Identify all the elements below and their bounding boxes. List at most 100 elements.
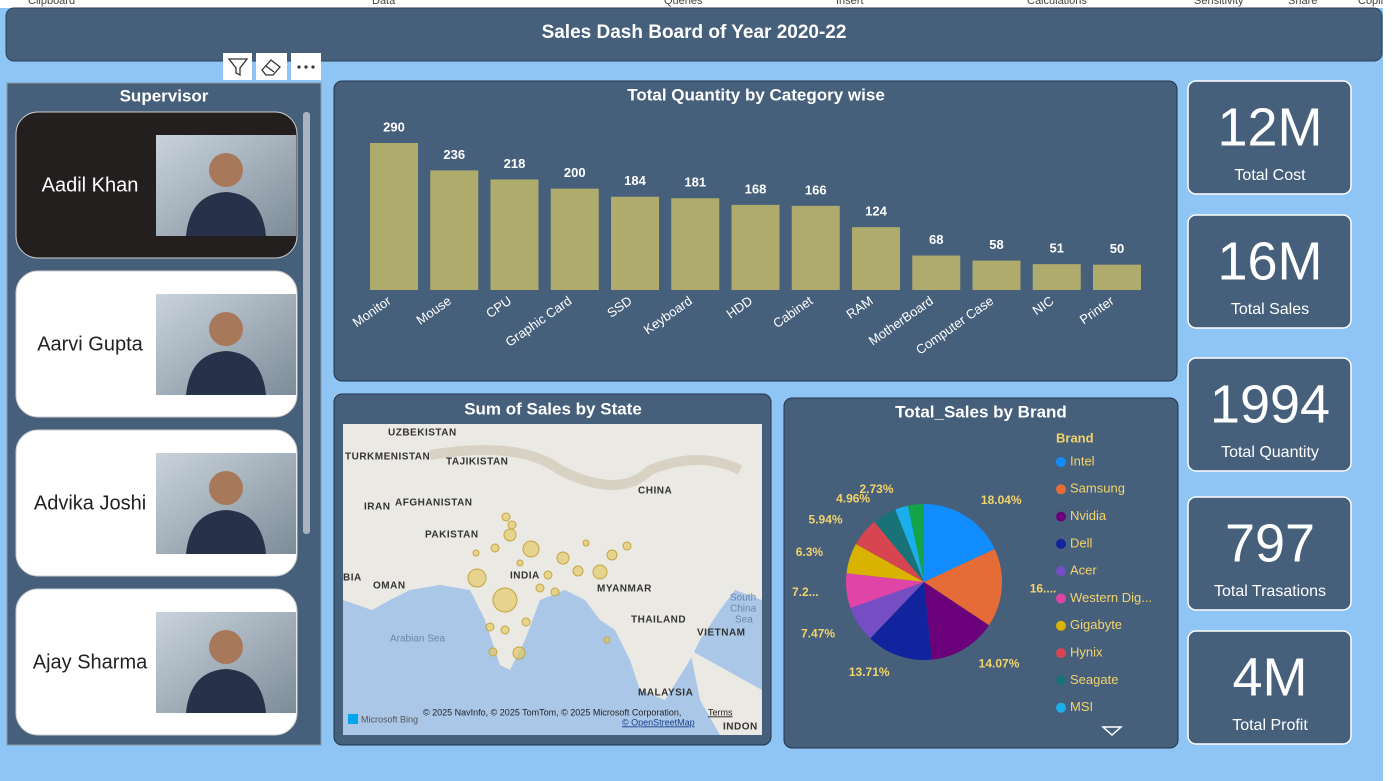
pie-slice[interactable] (908, 504, 924, 582)
header-title: Sales Dash Board of Year 2020-22 (542, 22, 847, 43)
pie-value-label: 4.96% (836, 492, 870, 506)
kpi-label: Total Trasations (1214, 583, 1326, 600)
bar-value-label: 181 (684, 175, 706, 190)
legend-marker[interactable] (1056, 484, 1066, 495)
kpi-value: 16M (1217, 231, 1322, 291)
bar (1093, 264, 1141, 290)
supervisor-card[interactable]: Advika Joshi (15, 429, 298, 577)
pie-title: Total_Sales by Brand (895, 402, 1067, 421)
legend-scroll[interactable] (1101, 726, 1123, 737)
kpi-card (1187, 496, 1352, 611)
supervisor-card[interactable]: Aarvi Gupta (15, 270, 298, 418)
photo-head (209, 153, 243, 187)
map-label: CHINA (638, 486, 672, 497)
filter-icon[interactable] (223, 53, 252, 80)
ribbon-group[interactable]: Calculations (1027, 0, 1087, 7)
scrollbar[interactable] (303, 112, 310, 534)
legend-marker[interactable] (1056, 702, 1066, 713)
map-label: Sea (735, 615, 753, 626)
map-label: PAKISTAN (425, 530, 479, 541)
legend-marker[interactable] (1056, 538, 1066, 549)
pie-slice[interactable] (850, 582, 924, 639)
photo-body (186, 351, 266, 395)
ribbon-group[interactable]: Data (372, 0, 396, 7)
bar (972, 260, 1021, 290)
bar-value-label: 68 (929, 232, 943, 247)
bar (550, 188, 599, 290)
legend-label[interactable]: Dell (1070, 535, 1093, 550)
legend-label[interactable]: Gigabyte (1070, 617, 1122, 632)
kpi-card (1187, 80, 1352, 195)
photo-head (209, 630, 243, 664)
kpi-label: Total Cost (1234, 167, 1306, 184)
legend-label[interactable]: Hynix (1070, 645, 1103, 660)
pie-slice[interactable] (846, 573, 924, 609)
kpi-value: 1994 (1210, 374, 1330, 434)
map-bing: Microsoft Bing (361, 714, 418, 724)
pie-slice[interactable] (924, 548, 1002, 626)
map-osm[interactable]: © OpenStreetMap (622, 717, 695, 727)
pie-slice[interactable] (895, 505, 924, 582)
map[interactable]: UZBEKISTAN TURKMENISTAN TAJIKISTAN AFGHA… (343, 424, 762, 735)
map-label: TURKMENISTAN (345, 452, 430, 463)
ribbon-group[interactable]: Sensitivity (1194, 0, 1244, 7)
pie-value-label: 2.73% (859, 482, 893, 496)
ribbon-group[interactable]: Share (1288, 0, 1317, 7)
pie-value-label: 16.... (1030, 581, 1057, 595)
legend-label[interactable]: Intel (1070, 453, 1095, 468)
bar-value-label: 200 (564, 165, 586, 180)
map-label: TAJIKISTAN (446, 457, 508, 468)
pie-value-label: 18.04% (981, 493, 1022, 507)
eraser-icon[interactable] (256, 53, 287, 80)
supervisor-card[interactable]: Aadil Khan (15, 111, 298, 259)
side-pane[interactable] (1383, 0, 1399, 781)
pie-slice[interactable] (924, 504, 995, 582)
map-title: Sum of Sales by State (464, 399, 642, 418)
map-label: THAILAND (631, 615, 686, 626)
legend-marker[interactable] (1056, 675, 1066, 686)
legend-marker[interactable] (1056, 511, 1066, 522)
kpi-value: 4M (1232, 647, 1307, 707)
pie-slice[interactable] (924, 582, 989, 660)
pie-value-label: 5.94% (809, 513, 843, 527)
pie-slice[interactable] (846, 544, 924, 582)
photo-head (209, 312, 243, 346)
bar-value-label: 50 (1110, 241, 1124, 256)
map-terms[interactable]: Terms (708, 707, 733, 717)
legend-label[interactable]: Western Dig... (1070, 590, 1152, 605)
pie-value-label: 7.2... (792, 585, 819, 599)
legend-marker[interactable] (1056, 566, 1066, 577)
ribbon-group[interactable]: Queries (664, 0, 703, 7)
legend-marker[interactable] (1056, 648, 1066, 659)
kpi-card (1187, 630, 1352, 745)
pie-slice[interactable] (870, 582, 932, 660)
legend-marker[interactable] (1056, 620, 1066, 631)
supervisor-name: Advika Joshi (34, 492, 146, 514)
bar-value-label: 124 (865, 204, 887, 219)
legend-label[interactable]: Seagate (1070, 672, 1118, 687)
bar (611, 196, 659, 290)
legend-marker[interactable] (1056, 593, 1066, 604)
map-label: OMAN (373, 581, 406, 592)
legend-label[interactable]: Acer (1070, 563, 1097, 578)
ribbon-group[interactable]: Clipboard (28, 0, 75, 7)
bar-value-label: 166 (805, 182, 827, 197)
supervisor-card[interactable]: Ajay Sharma (15, 588, 298, 736)
pie-value-label: 6.3% (796, 545, 824, 559)
bar (370, 143, 418, 290)
kpi-card (1187, 214, 1352, 329)
legend-label[interactable]: Nvidia (1070, 508, 1107, 523)
ribbon-group[interactable]: Insert (836, 0, 864, 7)
legend-label[interactable]: Samsung (1070, 481, 1125, 496)
ribbon-group[interactable]: Copilot (1358, 0, 1392, 7)
bar-value-label: 58 (989, 237, 1003, 252)
pie-slice[interactable] (855, 521, 924, 582)
legend-marker[interactable] (1056, 457, 1066, 467)
photo-body (186, 510, 266, 554)
map-label: South (730, 593, 756, 604)
legend-label[interactable]: MSI (1070, 699, 1093, 714)
bar-value-label: 236 (443, 147, 465, 162)
map-label: MYANMAR (597, 584, 652, 595)
pie-slice[interactable] (874, 509, 924, 582)
